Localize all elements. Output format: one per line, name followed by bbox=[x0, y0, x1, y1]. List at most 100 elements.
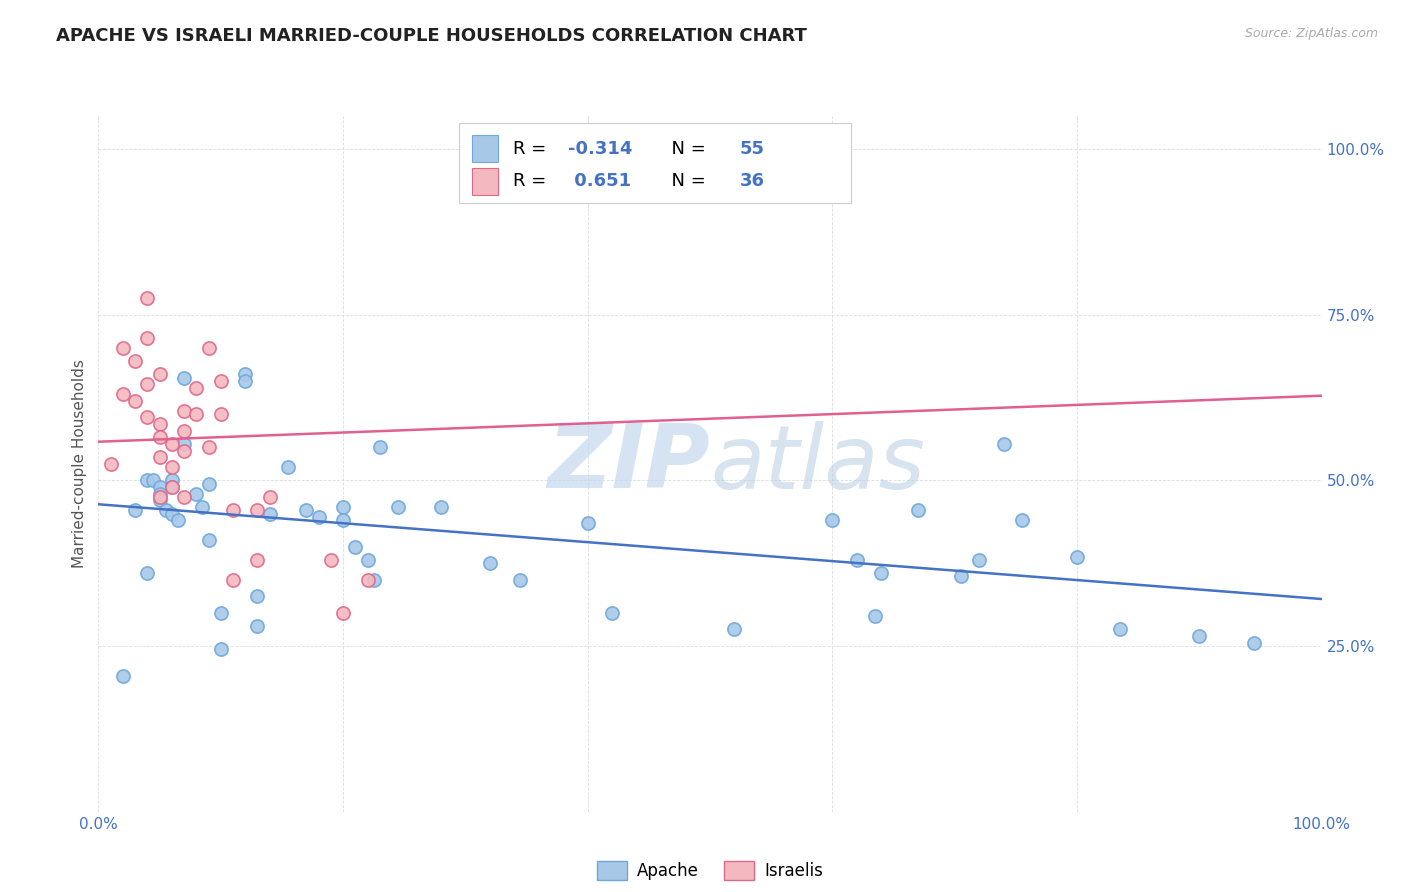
Point bbox=[149, 490, 172, 504]
Point bbox=[136, 331, 159, 345]
Point bbox=[368, 440, 391, 454]
Point bbox=[149, 480, 172, 494]
Point bbox=[870, 566, 893, 581]
Point bbox=[993, 437, 1015, 451]
Point bbox=[160, 480, 183, 494]
Point bbox=[363, 573, 385, 587]
Text: 0.651: 0.651 bbox=[568, 172, 631, 190]
Point bbox=[295, 503, 318, 517]
Point bbox=[222, 503, 245, 517]
Point bbox=[160, 460, 183, 475]
Point bbox=[1243, 636, 1265, 650]
Point bbox=[233, 374, 256, 388]
Point bbox=[1011, 513, 1033, 527]
FancyBboxPatch shape bbox=[460, 123, 851, 203]
Point bbox=[149, 493, 172, 508]
Point bbox=[209, 407, 232, 421]
Point bbox=[100, 457, 122, 471]
Point bbox=[319, 553, 342, 567]
Point bbox=[332, 606, 354, 620]
Text: R =: R = bbox=[513, 140, 553, 158]
Point bbox=[356, 553, 378, 567]
Point bbox=[259, 490, 281, 504]
Point bbox=[160, 474, 183, 488]
Point bbox=[155, 503, 177, 517]
Point bbox=[186, 407, 208, 421]
Point bbox=[173, 437, 195, 451]
Point bbox=[509, 573, 531, 587]
Point bbox=[949, 569, 972, 583]
Text: N =: N = bbox=[659, 140, 711, 158]
Point bbox=[277, 460, 299, 475]
Point bbox=[344, 540, 367, 554]
Point bbox=[111, 387, 134, 401]
Point bbox=[167, 513, 190, 527]
Point bbox=[136, 566, 159, 581]
Point bbox=[222, 573, 245, 587]
Point bbox=[149, 417, 172, 431]
Point bbox=[967, 553, 990, 567]
Point bbox=[1188, 629, 1211, 643]
Point bbox=[332, 500, 354, 514]
Point bbox=[149, 368, 172, 382]
Point bbox=[160, 437, 183, 451]
Point bbox=[124, 503, 146, 517]
Point bbox=[387, 500, 409, 514]
Point bbox=[197, 341, 219, 355]
Y-axis label: Married-couple Households: Married-couple Households bbox=[72, 359, 87, 568]
Legend: Apache, Israelis: Apache, Israelis bbox=[591, 855, 830, 887]
Point bbox=[136, 474, 159, 488]
Text: APACHE VS ISRAELI MARRIED-COUPLE HOUSEHOLDS CORRELATION CHART: APACHE VS ISRAELI MARRIED-COUPLE HOUSEHO… bbox=[56, 27, 807, 45]
Point bbox=[149, 450, 172, 465]
Point bbox=[149, 486, 172, 500]
Point bbox=[246, 590, 269, 604]
Text: Source: ZipAtlas.com: Source: ZipAtlas.com bbox=[1244, 27, 1378, 40]
Point bbox=[259, 507, 281, 521]
Point bbox=[173, 443, 195, 458]
Point bbox=[186, 486, 208, 500]
Point bbox=[246, 553, 269, 567]
Bar bbox=[471, 136, 498, 161]
Point bbox=[197, 476, 219, 491]
Point bbox=[233, 368, 256, 382]
Text: 36: 36 bbox=[740, 172, 765, 190]
Point bbox=[600, 606, 623, 620]
Point bbox=[845, 553, 868, 567]
Point bbox=[197, 440, 219, 454]
Point bbox=[907, 503, 929, 517]
Point bbox=[173, 490, 195, 504]
Text: -0.314: -0.314 bbox=[568, 140, 633, 158]
Point bbox=[430, 500, 453, 514]
Point bbox=[723, 623, 745, 637]
Point bbox=[124, 393, 146, 408]
Point bbox=[308, 509, 330, 524]
Point bbox=[209, 374, 232, 388]
Point bbox=[332, 513, 354, 527]
Text: R =: R = bbox=[513, 172, 553, 190]
Point bbox=[246, 503, 269, 517]
Point bbox=[863, 609, 886, 624]
Point bbox=[160, 507, 183, 521]
Bar bbox=[471, 168, 498, 194]
Point bbox=[136, 410, 159, 425]
Text: N =: N = bbox=[659, 172, 711, 190]
Text: ZIP: ZIP bbox=[547, 420, 710, 508]
Text: atlas: atlas bbox=[710, 421, 925, 507]
Point bbox=[111, 669, 134, 683]
Point bbox=[821, 513, 844, 527]
Text: 55: 55 bbox=[740, 140, 765, 158]
Point bbox=[246, 619, 269, 633]
Point bbox=[173, 370, 195, 384]
Point bbox=[209, 642, 232, 657]
Point bbox=[142, 474, 165, 488]
Point bbox=[191, 500, 214, 514]
Point bbox=[136, 377, 159, 392]
Point bbox=[111, 341, 134, 355]
Point bbox=[149, 430, 172, 444]
Point bbox=[160, 480, 183, 494]
Point bbox=[136, 291, 159, 305]
Point bbox=[173, 404, 195, 418]
Point bbox=[356, 573, 378, 587]
Point bbox=[186, 381, 208, 395]
Point bbox=[197, 533, 219, 547]
